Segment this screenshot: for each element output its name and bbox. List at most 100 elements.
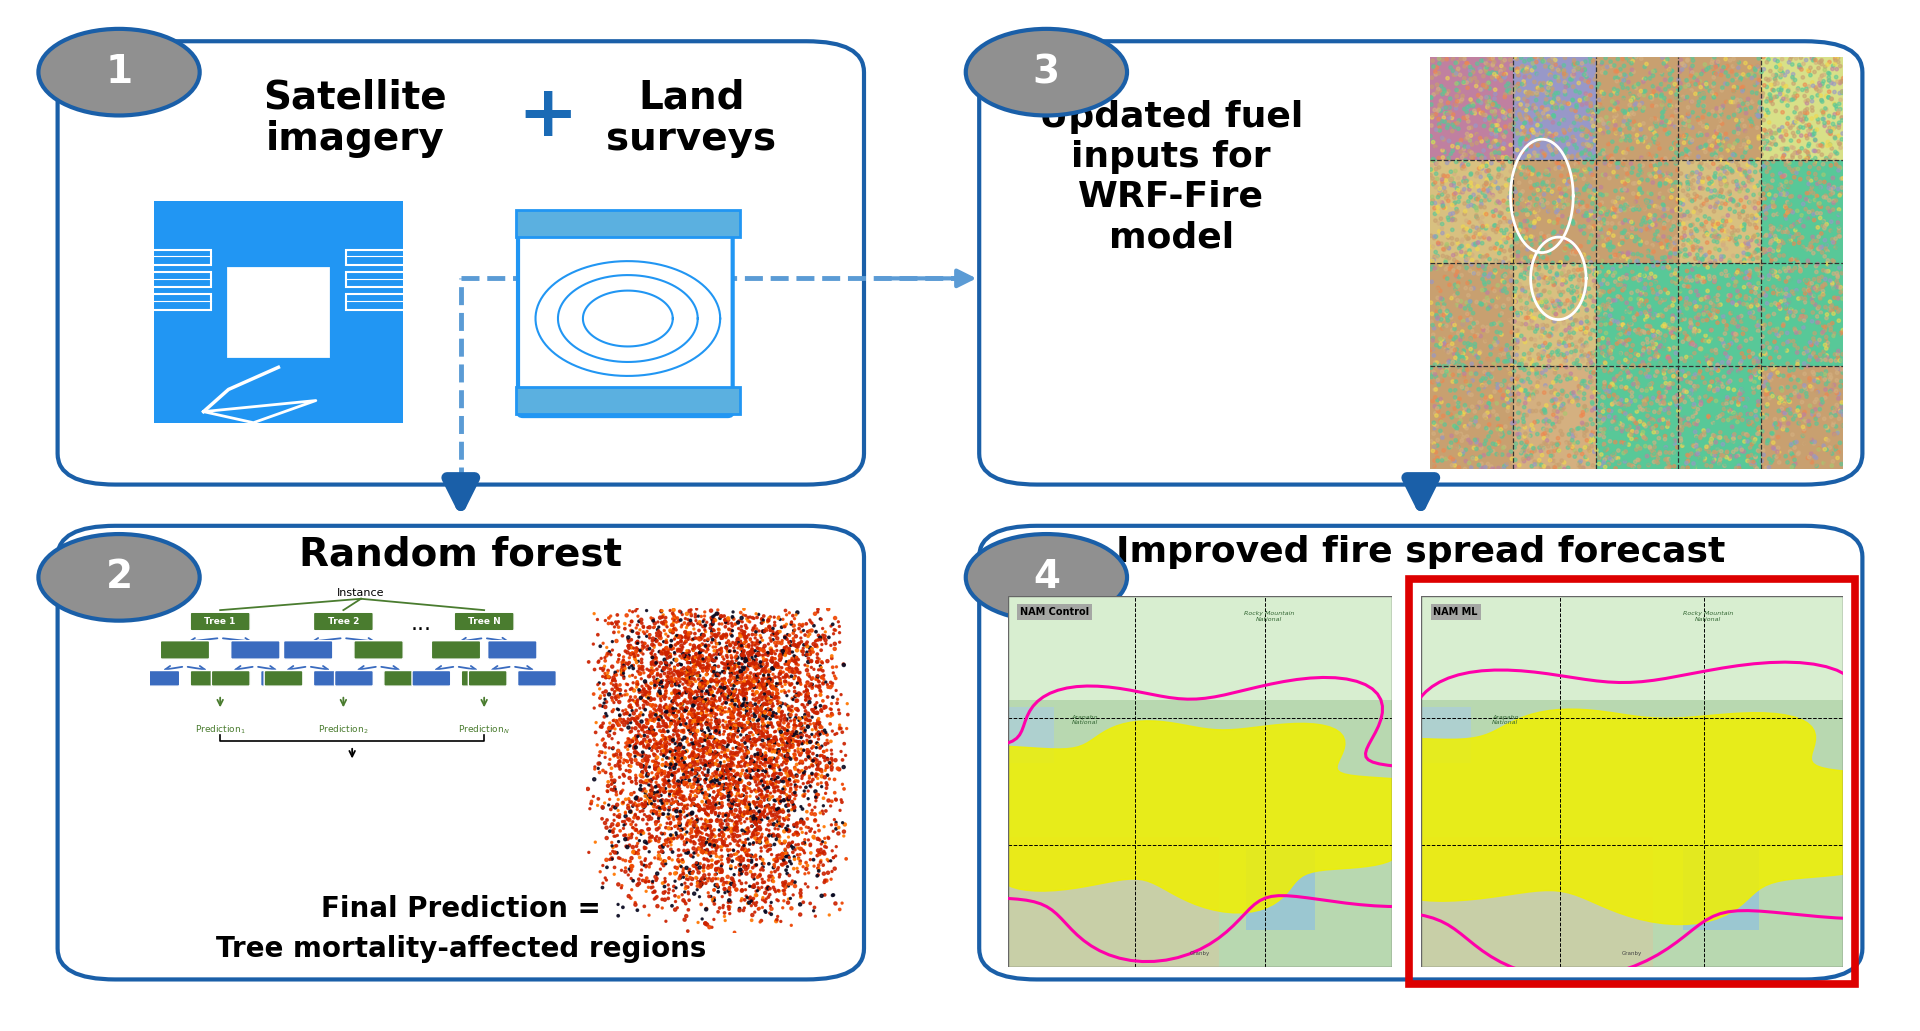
Point [747, 614, 778, 631]
Point [693, 872, 724, 889]
Point [655, 831, 685, 847]
Point [584, 690, 614, 706]
Point [741, 621, 772, 637]
Point [1743, 365, 1774, 381]
Point [756, 632, 787, 648]
Point [766, 727, 797, 743]
Point [603, 758, 634, 774]
Point [751, 766, 781, 783]
Point [1494, 412, 1524, 429]
Point [1690, 103, 1720, 120]
Point [620, 645, 651, 662]
Point [1745, 286, 1776, 302]
Point [1486, 167, 1517, 184]
Point [705, 719, 735, 735]
Point [737, 727, 768, 743]
Point [1576, 190, 1607, 206]
Point [778, 637, 808, 654]
Point [787, 755, 818, 771]
Point [1642, 255, 1672, 271]
Point [1688, 431, 1718, 447]
Point [1634, 146, 1665, 163]
Point [1743, 108, 1774, 125]
Point [1494, 172, 1524, 189]
Point [1632, 334, 1663, 351]
Point [1486, 241, 1517, 258]
Point [760, 757, 791, 773]
Point [735, 756, 766, 772]
Point [1688, 180, 1718, 197]
Point [766, 632, 797, 648]
Point [1751, 406, 1782, 423]
Point [1651, 419, 1682, 435]
Point [1488, 102, 1519, 119]
Point [1788, 394, 1818, 410]
Point [1732, 68, 1763, 85]
Point [1492, 337, 1523, 354]
Point [726, 841, 756, 858]
Point [1611, 270, 1642, 287]
Point [1505, 219, 1536, 235]
Point [1509, 351, 1540, 367]
Point [618, 809, 649, 826]
Point [1743, 378, 1774, 395]
Point [768, 874, 799, 891]
Point [1517, 291, 1548, 307]
Point [1523, 378, 1553, 395]
Point [1724, 67, 1755, 84]
Point [641, 787, 672, 803]
Point [1628, 410, 1659, 427]
Point [1576, 113, 1607, 130]
Point [651, 784, 682, 800]
Point [1607, 126, 1638, 142]
Point [801, 784, 831, 800]
Point [755, 734, 785, 751]
Point [1695, 182, 1726, 199]
Point [1814, 223, 1845, 239]
Point [1707, 392, 1738, 408]
Point [657, 699, 687, 716]
Point [689, 784, 720, 800]
Point [755, 741, 785, 758]
Point [1622, 291, 1653, 307]
Point [1501, 125, 1532, 141]
Point [1701, 292, 1732, 308]
Point [1620, 48, 1651, 65]
Point [601, 746, 632, 763]
Point [657, 716, 687, 732]
Point [1549, 74, 1580, 91]
Point [818, 887, 849, 903]
Point [1692, 67, 1722, 84]
Point [1688, 272, 1718, 289]
Point [1728, 443, 1759, 460]
Point [722, 758, 753, 774]
Point [1594, 456, 1624, 472]
Point [641, 743, 672, 760]
Point [636, 692, 666, 708]
Point [728, 743, 758, 760]
Point [741, 805, 772, 822]
Point [1824, 117, 1855, 133]
Point [660, 676, 691, 693]
Point [803, 678, 833, 695]
Point [1640, 110, 1670, 127]
Point [1661, 229, 1692, 245]
Point [1549, 315, 1580, 332]
Point [1455, 120, 1486, 136]
Point [1793, 413, 1824, 430]
Point [1622, 378, 1653, 395]
Point [1716, 87, 1747, 103]
Point [714, 696, 745, 712]
Point [1596, 311, 1626, 328]
Point [1501, 123, 1532, 139]
Point [680, 765, 710, 781]
Point [636, 829, 666, 845]
Point [781, 846, 812, 863]
Point [1663, 162, 1693, 178]
Point [1427, 194, 1457, 210]
Point [1565, 222, 1596, 238]
Point [1672, 373, 1703, 390]
Point [1582, 278, 1613, 295]
Point [1574, 95, 1605, 111]
Point [1626, 294, 1657, 310]
